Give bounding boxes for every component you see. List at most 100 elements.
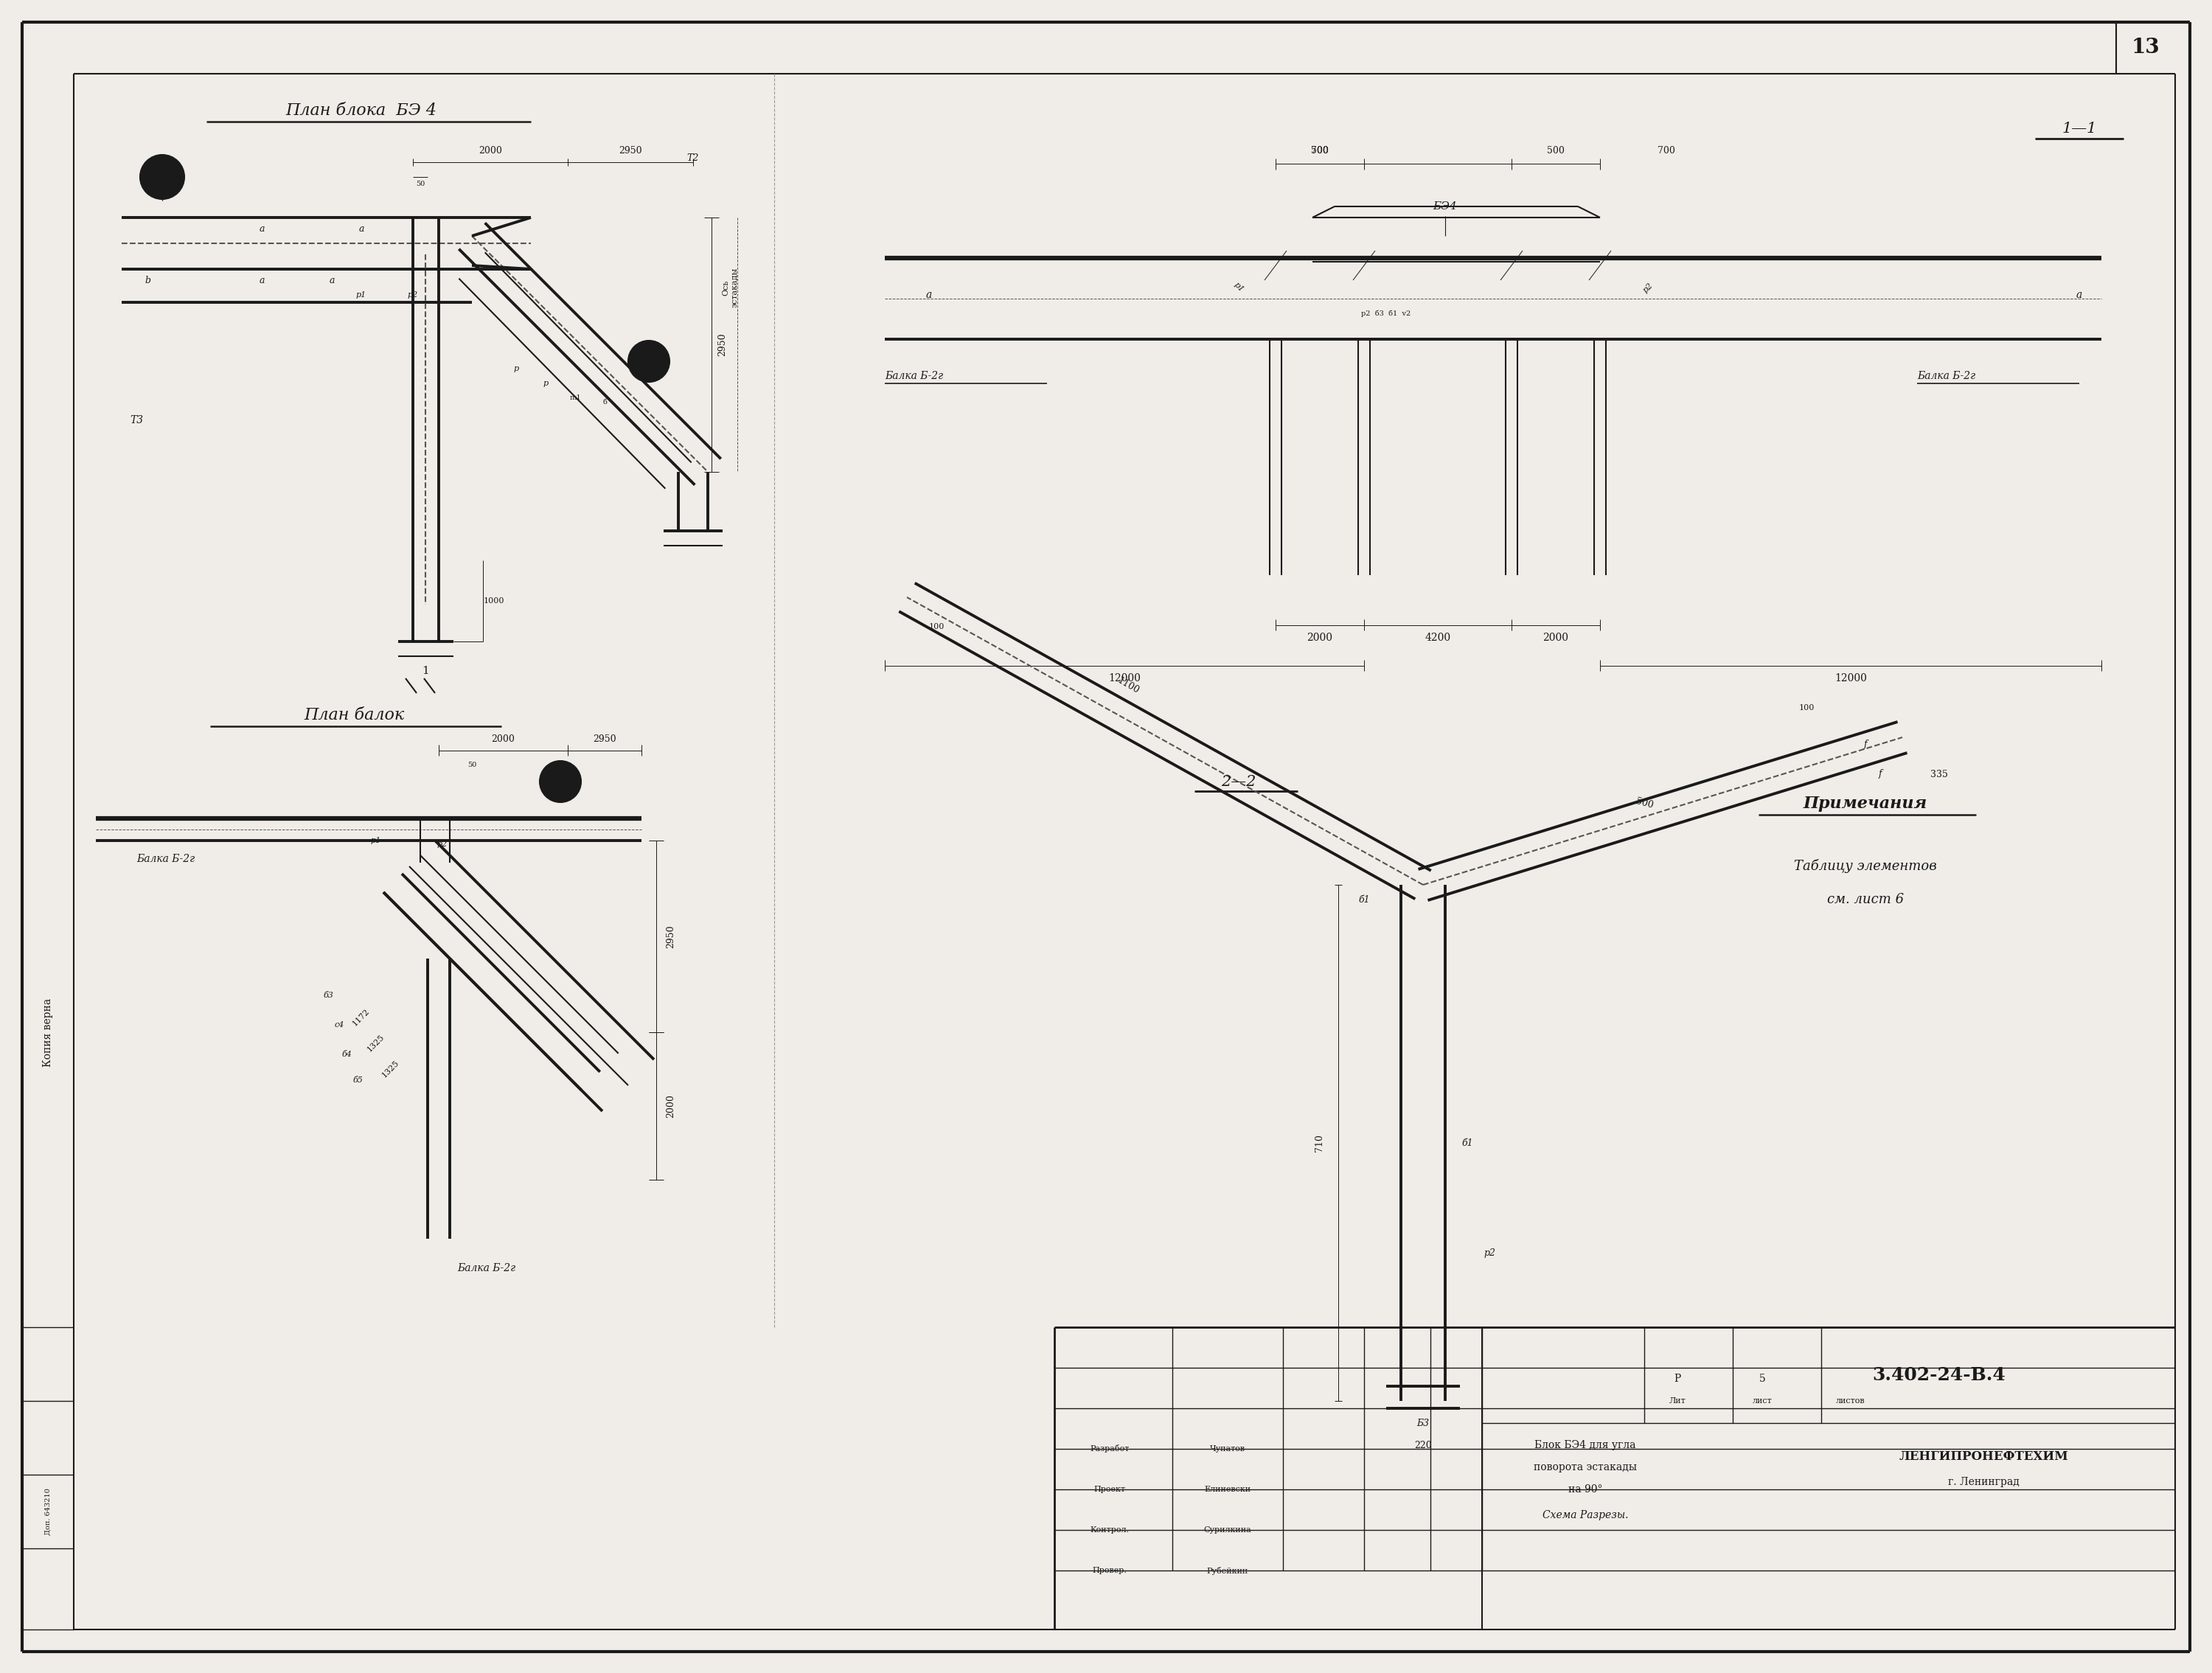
Text: p2: p2 xyxy=(1641,281,1655,294)
Text: 7: 7 xyxy=(646,361,653,373)
Text: 50: 50 xyxy=(416,181,425,187)
Text: Балка Б-2г: Балка Б-2г xyxy=(885,371,942,381)
Text: 2000: 2000 xyxy=(478,146,502,156)
Text: Елиневски: Елиневски xyxy=(1203,1486,1252,1492)
Text: a: a xyxy=(259,224,265,233)
Text: c4: c4 xyxy=(334,1021,345,1029)
Text: 2000: 2000 xyxy=(666,1094,677,1118)
Text: a: a xyxy=(259,276,265,284)
Text: 1: 1 xyxy=(422,666,429,676)
Text: на 90°: на 90° xyxy=(1568,1484,1601,1494)
Text: 500: 500 xyxy=(1635,796,1655,811)
Text: Схема Разрезы.: Схема Разрезы. xyxy=(1542,1511,1628,1521)
Text: БЭ4: БЭ4 xyxy=(1433,201,1458,211)
Text: б3: б3 xyxy=(323,992,334,999)
Text: Сурилкина: Сурилкина xyxy=(1203,1526,1252,1534)
Text: План блока  БЭ 4: План блока БЭ 4 xyxy=(285,102,436,119)
Text: p2: p2 xyxy=(1484,1248,1495,1258)
Text: 1—1: 1—1 xyxy=(2062,122,2097,136)
Text: Разработ: Разработ xyxy=(1091,1445,1130,1452)
Text: 2950: 2950 xyxy=(593,734,617,743)
Text: Доп. 643210: Доп. 643210 xyxy=(44,1487,51,1536)
Text: Блок БЭ4 для угла: Блок БЭ4 для угла xyxy=(1535,1440,1637,1450)
Text: г. Ленинград: г. Ленинград xyxy=(1949,1477,2020,1487)
Text: Провер.: Провер. xyxy=(1093,1568,1126,1574)
Text: 5: 5 xyxy=(1759,1374,1765,1384)
Text: a: a xyxy=(2077,289,2081,299)
Text: f: f xyxy=(1865,739,1867,750)
Text: б4: б4 xyxy=(341,1051,352,1057)
Text: 1172: 1172 xyxy=(352,1007,372,1027)
Text: Проект: Проект xyxy=(1093,1486,1126,1492)
Text: Лит: Лит xyxy=(1670,1397,1686,1405)
Text: 2000: 2000 xyxy=(1544,632,1568,642)
Text: 2: 2 xyxy=(646,350,653,361)
Text: 100: 100 xyxy=(929,622,945,631)
Text: 12000: 12000 xyxy=(1108,673,1141,684)
Text: листов: листов xyxy=(1836,1397,1865,1405)
Text: p1: p1 xyxy=(356,291,367,298)
Text: Таблицу элементов: Таблицу элементов xyxy=(1794,860,1938,873)
Text: 50: 50 xyxy=(467,761,476,768)
Text: Рубейкин: Рубейкин xyxy=(1208,1566,1248,1574)
Text: ЛЕНГИПРОНЕФТЕХИМ: ЛЕНГИПРОНЕФТЕХИМ xyxy=(1898,1450,2068,1462)
Text: f: f xyxy=(1878,770,1882,780)
Text: 500: 500 xyxy=(1546,146,1564,156)
Text: 1100: 1100 xyxy=(1115,676,1141,696)
Text: 2950: 2950 xyxy=(619,146,641,156)
Text: p1: p1 xyxy=(1232,281,1245,294)
Text: 220: 220 xyxy=(1413,1440,1431,1450)
Text: 100: 100 xyxy=(1798,704,1814,711)
Text: 5: 5 xyxy=(557,771,564,781)
Text: лист: лист xyxy=(1752,1397,1772,1405)
Text: План балок: План балок xyxy=(303,708,405,723)
Text: 2950: 2950 xyxy=(666,925,677,949)
Text: 4200: 4200 xyxy=(1425,632,1451,642)
Text: 2000: 2000 xyxy=(491,734,515,743)
Text: 9: 9 xyxy=(557,783,564,793)
Text: —: — xyxy=(157,181,166,187)
Text: 2000: 2000 xyxy=(1307,632,1332,642)
Text: 3.402-24-В.4: 3.402-24-В.4 xyxy=(1874,1367,2006,1384)
Text: поворота эстакады: поворота эстакады xyxy=(1533,1462,1637,1472)
Text: 1325: 1325 xyxy=(365,1034,387,1054)
Text: Чупатов: Чупатов xyxy=(1210,1445,1245,1452)
Text: m1: m1 xyxy=(568,395,582,402)
Text: 12000: 12000 xyxy=(1834,673,1867,684)
Text: p2  б3  б1  v2: p2 б3 б1 v2 xyxy=(1360,310,1411,316)
Text: p: p xyxy=(542,380,549,386)
Text: p: p xyxy=(513,365,520,373)
Text: 710: 710 xyxy=(1314,1134,1325,1151)
Text: 335: 335 xyxy=(1931,770,1949,780)
Text: p2: p2 xyxy=(407,291,418,298)
Text: б1: б1 xyxy=(1358,895,1369,905)
Text: Копия верна: Копия верна xyxy=(42,997,53,1067)
Text: 2950: 2950 xyxy=(717,333,728,356)
Text: Ось
эстакады: Ось эстакады xyxy=(721,268,739,308)
Text: б5: б5 xyxy=(352,1076,363,1084)
Text: б: б xyxy=(602,398,606,405)
Text: Б3: Б3 xyxy=(1416,1419,1429,1427)
Text: 500: 500 xyxy=(1312,146,1329,156)
Text: a: a xyxy=(358,224,365,233)
Text: Р: Р xyxy=(1674,1374,1681,1384)
Text: p1: p1 xyxy=(372,836,380,845)
Text: 700: 700 xyxy=(1657,146,1674,156)
Text: б1: б1 xyxy=(1462,1138,1473,1148)
Text: 2—2: 2—2 xyxy=(1221,775,1256,788)
Text: 7: 7 xyxy=(159,187,166,197)
Text: T2: T2 xyxy=(688,154,699,164)
Circle shape xyxy=(628,341,670,381)
Text: a: a xyxy=(330,276,334,284)
Text: b: b xyxy=(144,276,150,284)
Text: a: a xyxy=(927,289,931,299)
Text: Балка Б-2г: Балка Б-2г xyxy=(137,853,195,865)
Text: 700: 700 xyxy=(1312,146,1329,156)
Circle shape xyxy=(540,761,582,803)
Circle shape xyxy=(139,156,184,199)
Text: 3: 3 xyxy=(159,166,166,176)
Text: p2: p2 xyxy=(438,840,447,848)
Text: Контрол.: Контрол. xyxy=(1091,1526,1128,1534)
Text: 1325: 1325 xyxy=(380,1059,400,1079)
Text: Примечания: Примечания xyxy=(1803,796,1927,811)
